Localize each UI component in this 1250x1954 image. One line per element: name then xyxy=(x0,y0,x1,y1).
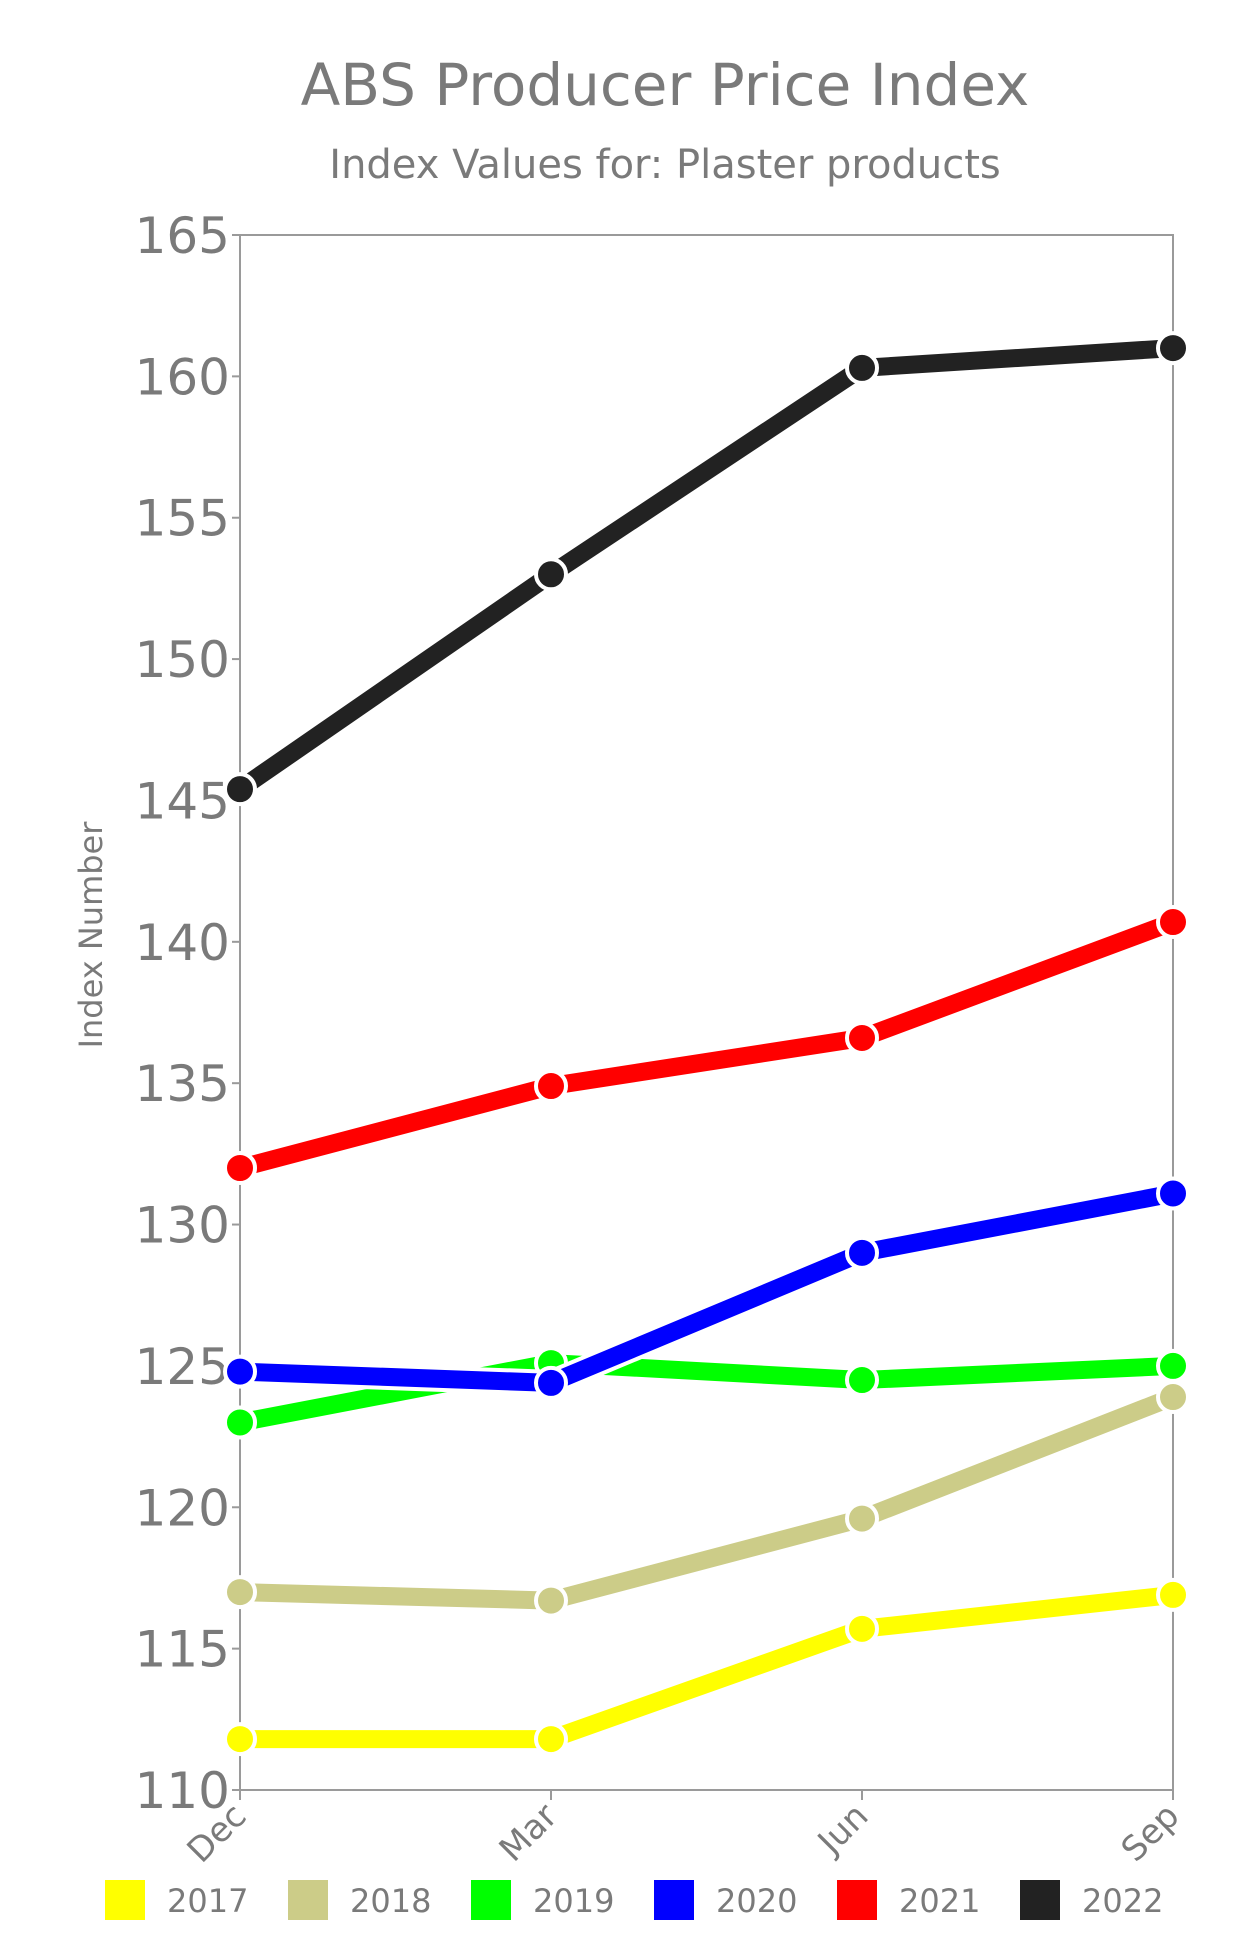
chart-subtitle: Index Values for: Plaster products xyxy=(329,142,1000,188)
series-2018 xyxy=(223,1380,1190,1618)
x-axis: Dec Mar Jun Sep xyxy=(180,1790,1188,1871)
legend-swatch xyxy=(105,1880,145,1920)
series-2019 xyxy=(223,1346,1190,1440)
data-point[interactable] xyxy=(534,1365,568,1400)
y-tick-label: 125 xyxy=(135,1338,230,1396)
series-2022 xyxy=(223,331,1190,807)
data-point[interactable] xyxy=(1156,1176,1190,1211)
legend-label: 2021 xyxy=(899,1882,980,1920)
series-2020 xyxy=(223,1176,1190,1400)
data-point[interactable] xyxy=(845,1363,879,1398)
chart-title: ABS Producer Price Index xyxy=(301,51,1030,119)
legend: 2017 2018 2019 2020 2021 2022 xyxy=(105,1880,1163,1920)
x-tick-label: Sep xyxy=(1114,1796,1188,1870)
data-point[interactable] xyxy=(1156,1348,1190,1383)
legend-swatch xyxy=(654,1880,694,1920)
series-2017 xyxy=(223,1577,1190,1757)
data-point[interactable] xyxy=(223,772,257,807)
series-line-outline xyxy=(227,335,1186,803)
legend-item-2022[interactable]: 2022 xyxy=(1020,1880,1163,1920)
legend-swatch xyxy=(1020,1880,1060,1920)
series-line xyxy=(231,1184,1182,1392)
y-tick-label: 135 xyxy=(135,1055,230,1113)
legend-label: 2019 xyxy=(533,1882,614,1920)
data-point[interactable] xyxy=(223,1722,257,1757)
plot-frame xyxy=(239,234,1174,1791)
data-point[interactable] xyxy=(534,1583,568,1618)
legend-swatch xyxy=(837,1880,877,1920)
data-point[interactable] xyxy=(845,1501,879,1536)
series-layer xyxy=(223,331,1190,1757)
data-point[interactable] xyxy=(845,1235,879,1270)
y-tick-label: 150 xyxy=(135,631,230,689)
x-tick-label: Mar xyxy=(492,1796,566,1870)
data-point[interactable] xyxy=(534,557,568,592)
y-tick-label: 165 xyxy=(135,207,230,265)
data-point[interactable] xyxy=(1156,331,1190,366)
data-point[interactable] xyxy=(845,350,879,385)
legend-item-2017[interactable]: 2017 xyxy=(105,1880,248,1920)
y-tick-label: 115 xyxy=(135,1621,230,1679)
y-tick-label: 110 xyxy=(135,1762,230,1820)
data-point[interactable] xyxy=(1156,1577,1190,1612)
y-tick-label: 130 xyxy=(135,1197,230,1255)
legend-item-2020[interactable]: 2020 xyxy=(654,1880,797,1920)
y-tick-label: 145 xyxy=(135,772,230,830)
legend-swatch xyxy=(288,1880,328,1920)
data-point[interactable] xyxy=(1156,905,1190,940)
series-line xyxy=(231,1388,1182,1610)
legend-item-2018[interactable]: 2018 xyxy=(288,1880,431,1920)
data-point[interactable] xyxy=(534,1069,568,1104)
series-line xyxy=(231,913,1182,1177)
series-2021 xyxy=(223,905,1190,1185)
series-line xyxy=(231,1585,1182,1749)
data-point[interactable] xyxy=(534,1722,568,1757)
series-line-outline xyxy=(227,1384,1186,1614)
legend-label: 2017 xyxy=(167,1882,248,1920)
legend-label: 2022 xyxy=(1082,1882,1163,1920)
data-point[interactable] xyxy=(223,1151,257,1185)
y-tick-label: 160 xyxy=(135,348,230,406)
series-line xyxy=(231,1354,1182,1432)
legend-label: 2020 xyxy=(716,1882,797,1920)
series-line xyxy=(231,339,1182,799)
legend-item-2021[interactable]: 2021 xyxy=(837,1880,980,1920)
data-point[interactable] xyxy=(845,1611,879,1646)
legend-item-2019[interactable]: 2019 xyxy=(471,1880,614,1920)
y-axis: 110 115 120 125 130 135 140 145 150 155 160 165 xyxy=(135,207,240,1820)
data-point[interactable] xyxy=(223,1354,257,1389)
data-point[interactable] xyxy=(223,1405,257,1440)
data-point[interactable] xyxy=(223,1575,257,1610)
data-point[interactable] xyxy=(845,1020,879,1055)
y-tick-label: 155 xyxy=(135,490,230,548)
y-tick-label: 140 xyxy=(135,914,230,972)
y-axis-label: Index Number xyxy=(72,821,110,1049)
legend-label: 2018 xyxy=(350,1882,431,1920)
x-tick-label: Jun xyxy=(809,1796,876,1863)
data-point[interactable] xyxy=(1156,1380,1190,1415)
y-tick-label: 120 xyxy=(135,1479,230,1537)
legend-swatch xyxy=(471,1880,511,1920)
